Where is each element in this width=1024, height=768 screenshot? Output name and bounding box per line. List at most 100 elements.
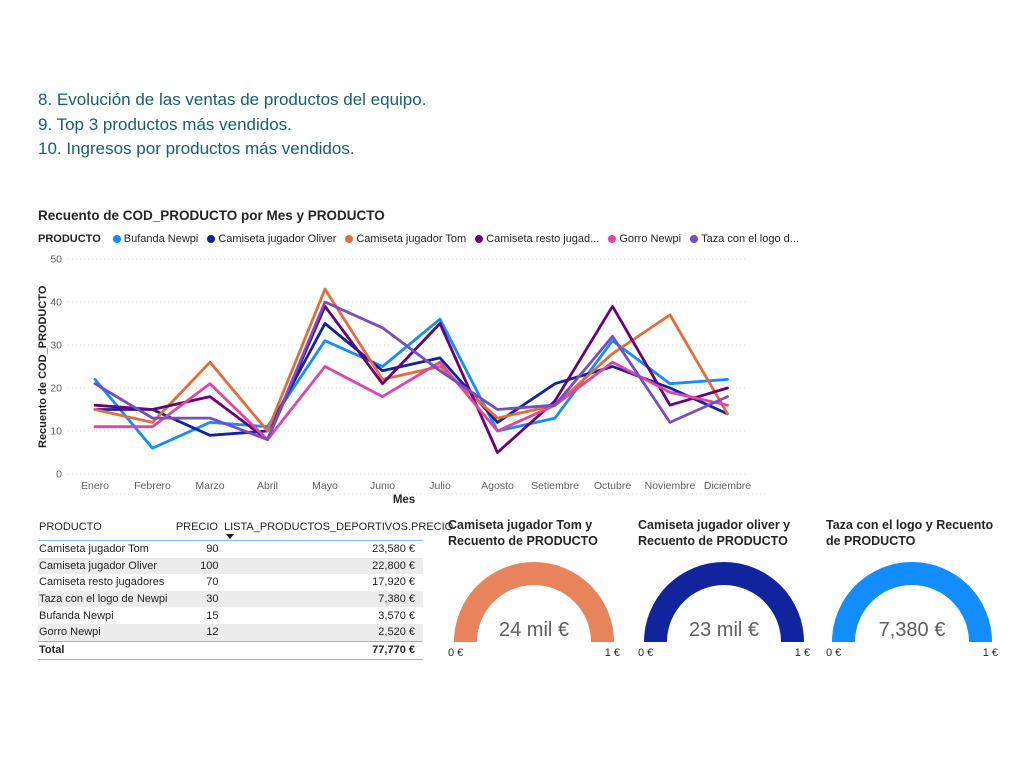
legend-item[interactable]: Camiseta jugador Oliver [207, 233, 336, 245]
table-cell: Camiseta jugador Tom [39, 543, 149, 556]
legend-dot-icon [345, 235, 354, 243]
legend-item[interactable]: Gorro Newpi [608, 233, 681, 245]
table-row[interactable]: Camiseta jugador Oliver 100 22,800 € [38, 557, 423, 575]
x-tick-label: Noviembre [645, 480, 696, 492]
x-tick-label: Agosto [481, 480, 514, 492]
x-tick-label: Octubre [594, 480, 632, 492]
gauge-arc [832, 562, 992, 642]
table-cell: 7,380 € [378, 593, 415, 606]
legend-item[interactable]: Camiseta resto jugad... [475, 233, 599, 245]
gauge-min-label: 0 € [826, 647, 842, 659]
table-cell: 3,570 € [378, 609, 415, 622]
legend-label: Taza con el logo d... [701, 233, 799, 245]
x-tick-label: Febrero [134, 480, 171, 492]
table-cell: 22,800 € [372, 559, 415, 572]
table-cell: 90 [206, 543, 219, 556]
column-header-precio[interactable]: PRECIO [175, 521, 218, 533]
total-value: 77,770 € [372, 644, 415, 657]
table-cell: Bufanda Newpi [39, 609, 114, 622]
x-axis-title: Mes [392, 494, 416, 506]
gauge-min-label: 0 € [448, 647, 464, 659]
gauge-value: 24 mil € [498, 619, 570, 641]
table-cell: 12 [206, 626, 219, 639]
gauge-min-label: 0 € [638, 647, 654, 659]
series-line-gorro-newpi[interactable] [93, 360, 729, 442]
table-cell: 70 [206, 576, 219, 589]
sort-descending-icon [226, 534, 234, 539]
line-chart-title: Recuento de COD_PRODUCTO por Mes y PRODU… [38, 208, 385, 223]
table-cell: Camiseta jugador Oliver [39, 559, 157, 572]
legend-item[interactable]: Taza con el logo d... [690, 233, 799, 245]
y-tick-label: 10 [50, 426, 62, 438]
column-header-producto[interactable]: PRODUCTO [39, 521, 102, 533]
gauge-max-label: 1 € [982, 647, 998, 659]
gauge-title: Camiseta jugador oliver y Recuento de PR… [638, 518, 791, 548]
y-tick-label: 30 [50, 340, 62, 352]
legend-label: Camiseta jugador Oliver [218, 233, 337, 245]
gauge-card-tom[interactable]: Camiseta jugador Tom y Recuento de PRODU… [448, 517, 624, 659]
gauge-title: Taza con el logo y Recuento de PRODUCTO [826, 518, 994, 548]
gauge-max-label: 1 € [604, 647, 620, 659]
legend-dot-icon [207, 235, 216, 243]
note-line: 8. Evolución de las ventas de productos … [38, 90, 427, 109]
table-row[interactable]: Gorro Newpi 12 2,520 € [38, 623, 423, 641]
gauge-value: 23 mil € [688, 619, 760, 641]
legend-label: Gorro Newpi [619, 233, 682, 245]
x-tick-label: Enero [81, 480, 109, 492]
column-header-label: LISTA_PRODUCTOS_DEPORTIVOS.PRECIO [224, 521, 454, 533]
x-tick-label: Setiembre [531, 480, 579, 492]
notes-block: 8. Evolución de las ventas de productos … [38, 88, 426, 162]
x-tick-label: Junio [370, 480, 395, 492]
y-tick-label: 40 [50, 297, 62, 309]
table-cell: 17,920 € [372, 576, 415, 589]
series-line-camiseta-jugador-tom[interactable] [93, 287, 729, 433]
table-cell: 23,580 € [372, 543, 415, 556]
gauge-title: Camiseta jugador Tom y Recuento de PRODU… [448, 518, 598, 548]
legend-label: Camiseta jugador Tom [356, 233, 467, 245]
note-line: 9. Top 3 productos más vendidos. [38, 114, 292, 134]
legend-label: Bufanda Newpi [123, 233, 199, 245]
table-row[interactable]: Camiseta jugador Tom 90 23,580 € [38, 541, 423, 558]
legend-item[interactable]: Camiseta jugador Tom [345, 233, 466, 245]
series-line-taza-con-el-logo-d-[interactable] [93, 300, 729, 442]
total-label: Total [39, 644, 65, 657]
table-cell: Taza con el logo de Newpi [39, 593, 168, 606]
series-line-camiseta-resto-jugad-[interactable] [93, 304, 729, 454]
legend-dot-icon [475, 235, 484, 243]
table-header-row: PRODUCTO PRECIO LISTA_PRODUCTOS_DEPORTIV… [38, 521, 454, 541]
column-header-lista-precio[interactable]: LISTA_PRODUCTOS_DEPORTIVOS.PRECIO [218, 521, 454, 539]
table-row[interactable]: Taza con el logo de Newpi 30 7,380 € [38, 590, 423, 608]
table-cell: 30 [206, 593, 219, 606]
gauge-value: 7,380 € [878, 619, 946, 641]
x-tick-label: Mayo [312, 480, 338, 492]
products-table: PRODUCTO PRECIO LISTA_PRODUCTOS_DEPORTIV… [38, 521, 454, 660]
x-tick-label: Julio [429, 480, 451, 492]
y-tick-label: 0 [56, 469, 62, 481]
x-tick-label: Abril [257, 480, 278, 492]
line-chart-plot[interactable]: 0 10 20 30 40 50 Enero Febrero Marzo Abril Mayo Jun… [40, 254, 768, 506]
x-tick-label: Marzo [195, 480, 224, 492]
gauge-card-taza[interactable]: Taza con el logo y Recuento de PRODUCTO … [826, 517, 1002, 659]
table-cell: Gorro Newpi [39, 626, 101, 639]
legend-dot-icon [112, 235, 121, 243]
legend-label: Camiseta resto jugad... [486, 233, 600, 245]
table-row[interactable]: Bufanda Newpi 15 3,570 € [38, 607, 423, 624]
legend-item[interactable]: Bufanda Newpi [112, 233, 199, 245]
table-cell: 2,520 € [378, 626, 415, 639]
gauge-max-label: 1 € [794, 647, 810, 659]
y-tick-label: 50 [50, 254, 62, 266]
table-row[interactable]: Camiseta resto jugadores 70 17,920 € [38, 574, 423, 591]
series-line-camiseta-jugador-oliver[interactable] [93, 322, 729, 437]
legend-dot-icon [690, 235, 699, 243]
table-cell: 15 [206, 609, 219, 622]
gauge-card-oliver[interactable]: Camiseta jugador oliver y Recuento de PR… [638, 517, 814, 659]
gauge-arc [454, 562, 614, 642]
note-line: 10. Ingresos por productos más vendidos. [38, 139, 355, 158]
line-chart-legend: PRODUCTO Bufanda Newpi Camiseta jugador O… [38, 233, 808, 245]
legend-title: PRODUCTO [38, 233, 101, 245]
legend-dot-icon [608, 235, 617, 243]
table-total-row: Total 77,770 € [38, 640, 423, 660]
table-cell: 100 [200, 559, 219, 572]
y-tick-label: 20 [50, 383, 62, 395]
x-tick-label: Diciembre [704, 480, 751, 492]
